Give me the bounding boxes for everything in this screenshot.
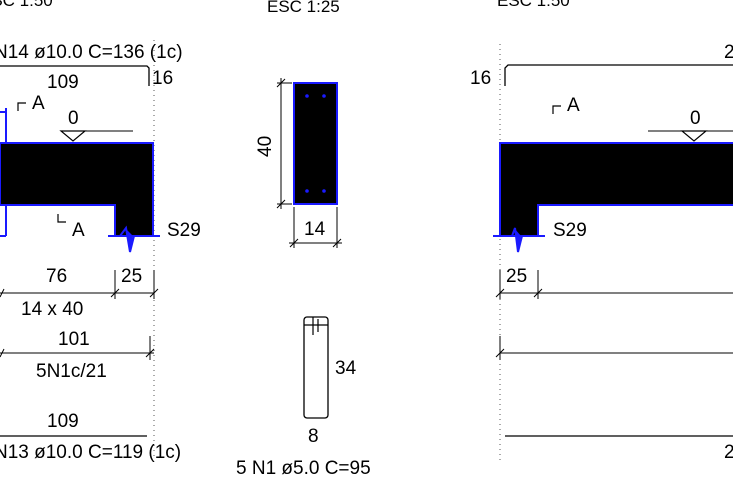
dim-76: 76 <box>46 266 67 287</box>
dim-101: 101 <box>58 329 90 350</box>
scale-label-left: ESC 1:50 <box>0 0 53 10</box>
scale-label-center: ESC 1:25 <box>267 0 340 16</box>
section-a-bottom: A <box>72 220 85 241</box>
stirrups-left: 5N1c/21 <box>36 361 107 382</box>
section-a-right: A <box>567 95 580 116</box>
section-mark-bottom <box>57 214 66 223</box>
stirrup-width: 8 <box>308 426 319 447</box>
section-height: 40 <box>255 136 276 157</box>
dim-109-bottom: 109 <box>47 411 79 432</box>
section-mark-right <box>552 105 561 114</box>
left-beam-elevation: N14 ø10.0 C=136 (1c) 109 16 A 0 A S29 76… <box>0 40 201 463</box>
right-bottom-partial: 2 <box>724 442 733 463</box>
scale-label-right: ESC 1:50 <box>497 0 570 10</box>
level-left: 0 <box>68 108 79 129</box>
right-beam-elevation: 2 16 A 0 S29 25 2 <box>470 42 733 463</box>
stirrup-height: 34 <box>335 358 357 379</box>
section-width: 14 <box>304 219 326 240</box>
stirrup-detail: 34 8 5 N1 ø5.0 C=95 <box>236 316 371 479</box>
right-top-partial: 2 <box>724 42 733 63</box>
top-rebar <box>0 65 150 86</box>
support-label-left: S29 <box>167 220 201 241</box>
beam-cross-section: 40 14 <box>255 78 342 248</box>
section-a-top: A <box>32 93 45 114</box>
beam-section-label: 14 x 40 <box>21 299 83 320</box>
beam-body-right <box>499 142 733 237</box>
bottom-bar-spec: N13 ø10.0 C=119 (1c) <box>0 442 181 463</box>
stirrup-shape <box>303 316 329 419</box>
dim-25-left: 25 <box>121 266 142 287</box>
dim-16-right: 16 <box>470 68 491 89</box>
support-label-right: S29 <box>553 220 587 241</box>
level-triangle-right <box>680 130 708 142</box>
dim-25-right: 25 <box>506 266 527 287</box>
dim-109-top: 109 <box>47 72 79 93</box>
stirrup-spec: 5 N1 ø5.0 C=95 <box>236 458 371 479</box>
level-right: 0 <box>690 108 701 129</box>
top-bar-spec: N14 ø10.0 C=136 (1c) <box>0 42 183 63</box>
level-triangle-left <box>59 130 87 142</box>
section-mark-top <box>17 102 26 111</box>
top-rebar-right <box>504 64 733 86</box>
cross-section-body <box>293 82 338 205</box>
dim-16-left: 16 <box>152 68 173 89</box>
